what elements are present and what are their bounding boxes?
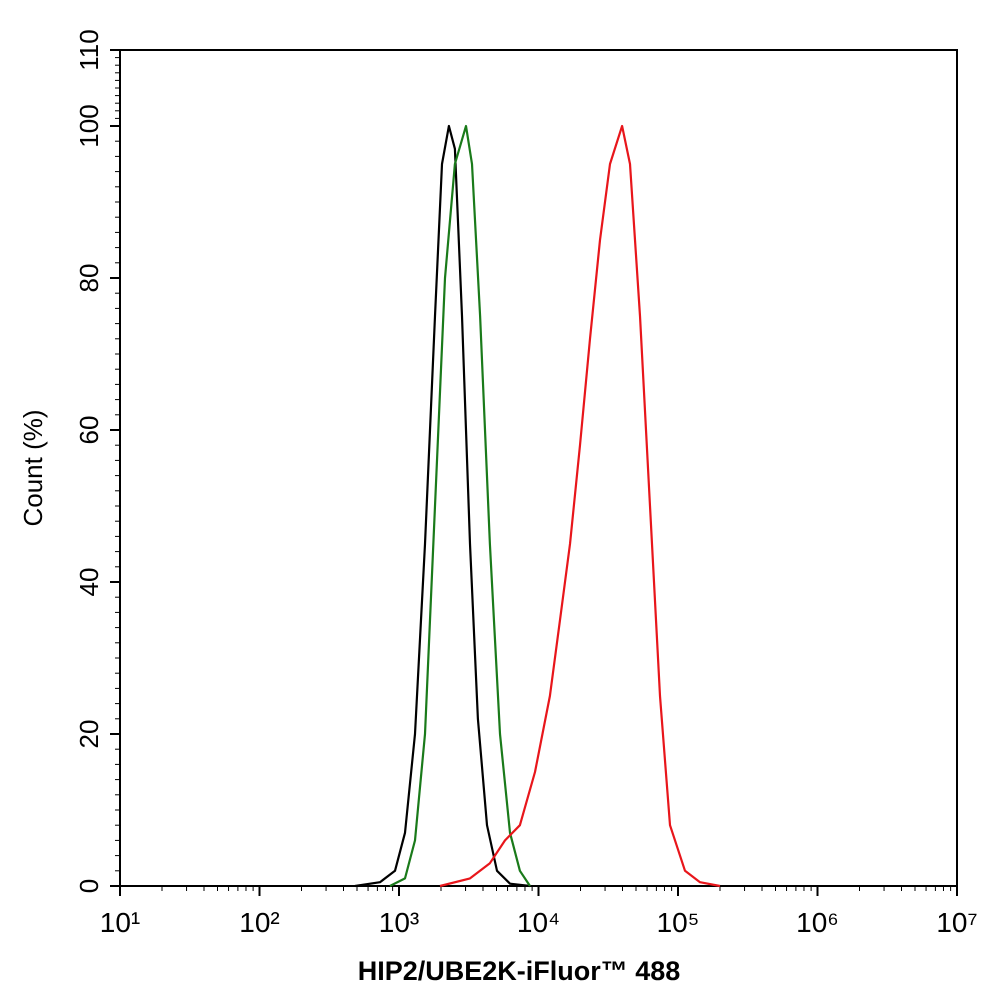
y-tick-label: 0 <box>74 879 104 893</box>
x-tick-label: 10⁶ <box>796 907 839 938</box>
y-tick-label: 100 <box>74 104 104 147</box>
y-tick-label: 40 <box>74 568 104 597</box>
x-tick-label: 10⁷ <box>936 907 977 938</box>
y-axis-label: Count (%) <box>18 409 48 526</box>
y-tick-label: 110 <box>74 29 104 70</box>
series-line <box>354 124 531 888</box>
y-tick-label: 60 <box>74 416 104 445</box>
x-tick-label: 10⁴ <box>517 907 560 938</box>
x-tick-label: 10² <box>239 907 279 938</box>
series-line <box>389 124 531 887</box>
x-axis-label: HIP2/UBE2K-iFluor™ 488 <box>358 956 681 986</box>
y-tick-label: 20 <box>74 720 104 749</box>
x-tick-label: 10¹ <box>100 907 140 938</box>
plot-frame <box>119 49 958 887</box>
x-tick-label: 10³ <box>379 907 419 938</box>
y-tick-label: 80 <box>74 264 104 293</box>
x-tick-label: 10⁵ <box>657 907 700 938</box>
series-line <box>439 124 721 888</box>
